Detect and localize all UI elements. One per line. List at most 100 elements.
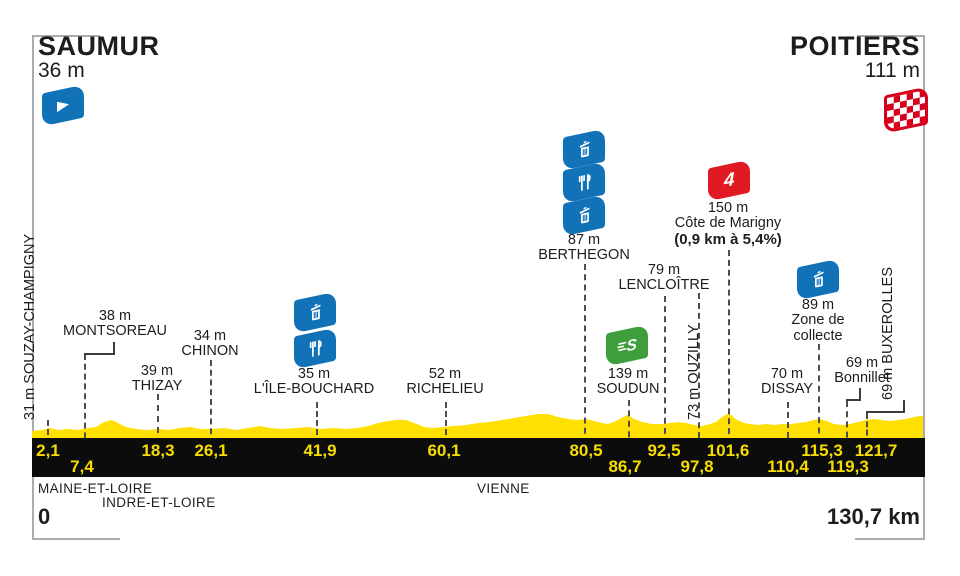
elbow-montsoreau xyxy=(84,342,115,355)
connector-buxerolles xyxy=(866,413,868,444)
waypoint-name: OUZILLY xyxy=(686,324,702,384)
waypoint-elevation: 39 m xyxy=(140,363,174,379)
finish-city-elevation: 111 m xyxy=(864,59,920,82)
waypoint-name: MONTSOREAU xyxy=(63,323,167,340)
km-marker: 7,4 xyxy=(70,457,94,476)
frame-left-line xyxy=(32,35,34,540)
frame-bottom-right-stub xyxy=(855,538,925,540)
km-marker: 60,1 xyxy=(427,441,461,460)
waypoint-dissay: 70 m DISSAY xyxy=(761,366,813,398)
waypoint-elevation: 89 m xyxy=(801,297,835,313)
waypoint-elevation: 34 m xyxy=(193,328,227,344)
waypoint-name: LENCLOÎTRE xyxy=(618,277,710,294)
region-maine-et-loire: MAINE-ET-LOIRE xyxy=(38,481,153,496)
frame-right-line xyxy=(923,35,925,540)
waypoint-thizay: 39 m THIZAY xyxy=(131,363,183,395)
waypoint-name: Bonnillet xyxy=(834,370,890,387)
sprint-icon: S xyxy=(606,324,648,367)
connector-berthegon xyxy=(584,264,586,444)
connector-ile-bouchard xyxy=(316,402,318,444)
km-marker: 115,3 xyxy=(801,441,843,460)
waypoint-elevation: 31 m xyxy=(22,387,38,420)
climb-category-number: 4 xyxy=(723,168,735,192)
waypoint-name: BERTHEGON xyxy=(538,247,630,264)
waypoint-elevation: 73 m xyxy=(686,387,702,420)
km-marker: 97,8 xyxy=(680,457,714,476)
waypoint-lencloitre: 79 m LENCLOÎTRE xyxy=(618,262,710,294)
connector-marigny xyxy=(728,250,730,444)
waypoint-ouzilly: 73 m OUZILLY xyxy=(686,324,702,420)
km-marker: 26,1 xyxy=(194,441,228,460)
connector-ouzilly xyxy=(698,293,700,458)
waypoint-elevation: 38 m xyxy=(98,308,132,324)
km-marker: 80,5 xyxy=(569,441,603,460)
waypoint-souzay-champigny: 31 m SOUZAY-CHAMPIGNY xyxy=(22,234,38,420)
km-marker: 121,7 xyxy=(854,441,898,460)
connector-soudun xyxy=(628,400,630,458)
start-city-name: SAUMUR xyxy=(38,31,160,61)
waypoint-name: THIZAY xyxy=(131,378,183,395)
waypoint-zone-de-collecte: 89 m Zone de collecte xyxy=(776,297,860,344)
climb-name: Côte de Marigny xyxy=(674,215,782,232)
waypoint-elevation: 87 m xyxy=(567,232,601,248)
waypoint-elevation: 139 m xyxy=(607,366,649,382)
connector-richelieu xyxy=(445,402,447,444)
start-km: 0 xyxy=(38,504,51,529)
frame-bottom-left-stub xyxy=(32,538,120,540)
km-bar xyxy=(32,438,925,477)
waypoint-elevation: 79 m xyxy=(647,262,681,278)
km-marker: 110,4 xyxy=(767,457,809,476)
km-marker: 119,3 xyxy=(827,457,869,476)
km-marker: 92,5 xyxy=(647,441,681,460)
region-indre-et-loire: INDRE-ET-LOIRE xyxy=(102,495,216,510)
restaurant-icon xyxy=(563,161,605,204)
connector-souzay xyxy=(47,420,49,444)
connector-zone-collecte xyxy=(818,344,820,444)
waypoint-name: RICHELIEU xyxy=(406,381,484,398)
waypoint-name: CHINON xyxy=(181,343,239,360)
waypoint-montsoreau: 38 m MONTSOREAU xyxy=(63,308,167,340)
trash-icon xyxy=(294,291,336,334)
trash-icon xyxy=(797,258,839,301)
waypoint-ile-bouchard: 35 m L'ÎLE-BOUCHARD xyxy=(253,366,375,398)
km-marker: 41,9 xyxy=(303,441,337,460)
waypoint-elevation: 52 m xyxy=(428,366,462,382)
connector-bonnillet xyxy=(846,401,848,458)
km-marker: 2,1 xyxy=(36,441,60,460)
depart-flag-icon xyxy=(42,84,84,127)
waypoint-name: BUXEROLLES xyxy=(880,267,896,364)
total-distance: 130,7 km xyxy=(827,504,920,529)
waypoint-name: SOUDUN xyxy=(596,381,660,398)
elbow-bonnillet xyxy=(846,388,861,401)
frame-top-left-stub xyxy=(32,35,100,37)
km-marker: 18,3 xyxy=(141,441,175,460)
waypoint-soudun: 139 m SOUDUN xyxy=(596,366,660,398)
connector-thizay xyxy=(157,394,159,444)
waypoint-elevation: 70 m xyxy=(770,366,804,382)
waypoint-name: L'ÎLE-BOUCHARD xyxy=(253,381,375,398)
waypoint-bonnillet: 69 m Bonnillet xyxy=(834,355,890,387)
waypoint-berthegon: 87 m BERTHEGON xyxy=(538,232,630,264)
connector-dissay xyxy=(787,402,789,458)
start-city-elevation: 36 m xyxy=(38,59,85,82)
waypoint-elevation: 35 m xyxy=(297,366,331,382)
km-marker: 101,6 xyxy=(706,441,750,460)
restaurant-icon xyxy=(294,327,336,370)
trash-icon xyxy=(563,128,605,171)
waypoint-elevation: 69 m xyxy=(845,355,879,371)
region-vienne: VIENNE xyxy=(477,481,530,496)
climb-elevation: 150 m xyxy=(707,200,749,216)
frame-top-right-stub xyxy=(857,35,925,37)
km-marker: 86,7 xyxy=(608,457,642,476)
trash-icon xyxy=(563,194,605,237)
elbow-buxerolles xyxy=(866,400,905,413)
sprint-letter: S xyxy=(626,336,637,355)
connector-montsoreau xyxy=(84,354,86,458)
waypoint-chinon: 34 m CHINON xyxy=(181,328,239,360)
waypoint-richelieu: 52 m RICHELIEU xyxy=(406,366,484,398)
connector-chinon xyxy=(210,360,212,444)
waypoint-cote-de-marigny: 150 m Côte de Marigny (0,9 km à 5,4%) xyxy=(674,200,782,248)
waypoint-name: SOUZAY-CHAMPIGNY xyxy=(22,233,38,384)
